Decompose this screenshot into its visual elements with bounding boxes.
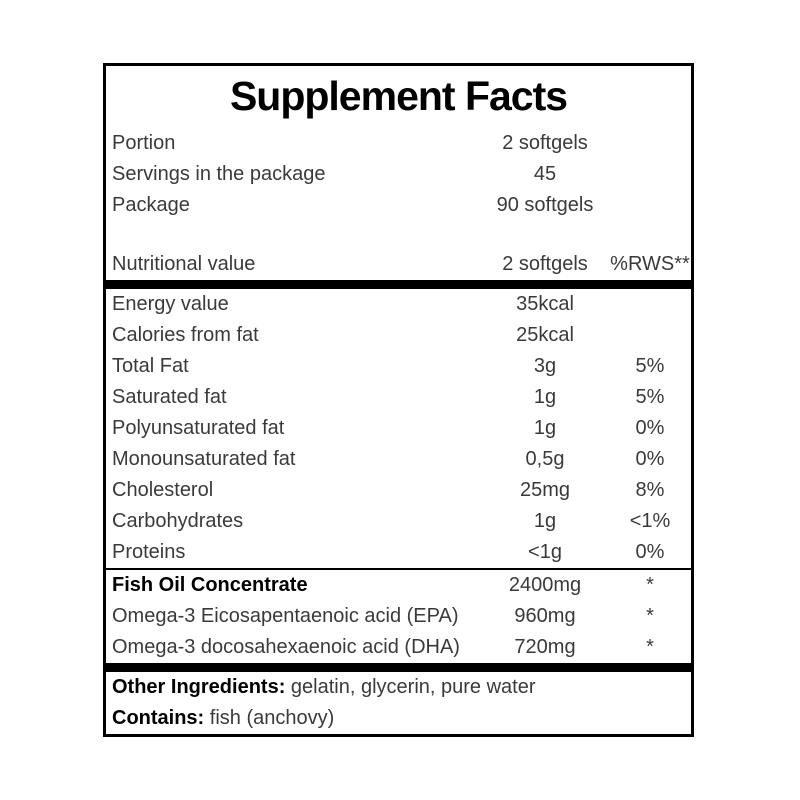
spacer-cell xyxy=(609,159,691,190)
active-amount: 960mg xyxy=(514,605,576,627)
nutrient-dv: 5% xyxy=(635,386,665,408)
active-dv: * xyxy=(646,636,654,658)
nutrient-dv xyxy=(609,320,691,351)
other-ingredients-row: Other Ingredients: gelatin, glycerin, pu… xyxy=(106,672,691,703)
active-amount: 720mg xyxy=(514,636,576,658)
panel-title: Supplement Facts xyxy=(229,73,568,119)
nutrient-dv: 8% xyxy=(635,479,665,501)
nutrient-amount: 35kcal xyxy=(516,293,574,315)
nutrient-label: Energy value xyxy=(112,293,229,315)
separator-thick-bar xyxy=(106,280,691,289)
active-dv: * xyxy=(646,605,654,627)
spacer-cell xyxy=(609,128,691,159)
nutrient-amount: <1g xyxy=(528,541,562,563)
nutrient-row: Polyunsaturated fat 1g 0% xyxy=(106,413,691,444)
nutrient-amount: 1g xyxy=(533,510,557,532)
nutrient-label: Polyunsaturated fat xyxy=(112,417,285,439)
nutrient-row: Cholesterol 25mg 8% xyxy=(106,475,691,506)
row-value: 2 softgels xyxy=(502,132,588,154)
nutrient-dv: 0% xyxy=(635,417,665,439)
nutrient-row: Energy value 35kcal xyxy=(106,289,691,320)
active-ingredient-row: Fish Oil Concentrate 2400mg * xyxy=(106,570,691,601)
nutrient-row: Monounsaturated fat 0,5g 0% xyxy=(106,444,691,475)
header-amount: 2 softgels xyxy=(502,253,588,275)
spacer-cell xyxy=(609,190,691,221)
nutrient-label: Proteins xyxy=(112,541,186,563)
nutrient-row: Carbohydrates 1g <1% xyxy=(106,506,691,537)
footer-value: gelatin, glycerin, pure water xyxy=(285,676,536,698)
title-wrap: Supplement Facts xyxy=(106,66,691,128)
nutrient-amount: 1g xyxy=(533,417,557,439)
nutrient-label: Cholesterol xyxy=(112,479,214,501)
contains-row: Contains: fish (anchovy) xyxy=(106,703,691,734)
nutrient-dv: 0% xyxy=(635,541,665,563)
nutrient-label: Monounsaturated fat xyxy=(112,448,296,470)
nutrient-label: Total Fat xyxy=(112,355,189,377)
active-amount: 2400mg xyxy=(508,574,582,596)
nutrient-label: Calories from fat xyxy=(112,324,259,346)
active-ingredient-row: Omega-3 Eicosapentaenoic acid (EPA) 960m… xyxy=(106,601,691,632)
package-info-row: Servings in the package 45 xyxy=(106,159,691,190)
header-label: Nutritional value xyxy=(112,253,256,275)
nutrient-row: Proteins <1g 0% xyxy=(106,537,691,568)
active-label: Omega-3 docosahexaenoic acid (DHA) xyxy=(112,636,460,658)
nutrient-dv: <1% xyxy=(629,510,671,532)
active-dv: * xyxy=(646,574,654,596)
nutrient-row: Calories from fat 25kcal xyxy=(106,320,691,351)
nutrient-dv: 0% xyxy=(635,448,665,470)
nutrient-amount: 3g xyxy=(533,355,557,377)
blank-spacer xyxy=(106,221,691,249)
nutrient-label: Saturated fat xyxy=(112,386,227,408)
supplement-facts-panel: Supplement Facts Portion 2 softgels Serv… xyxy=(103,63,694,737)
package-info-row: Package 90 softgels xyxy=(106,190,691,221)
nutrient-row: Total Fat 3g 5% xyxy=(106,351,691,382)
nutrient-amount: 1g xyxy=(533,386,557,408)
footer-value: fish (anchovy) xyxy=(204,707,335,729)
nutrient-amount: 25mg xyxy=(519,479,571,501)
active-ingredient-row: Omega-3 docosahexaenoic acid (DHA) 720mg… xyxy=(106,632,691,663)
package-info-row: Portion 2 softgels xyxy=(106,128,691,159)
row-value: 45 xyxy=(533,163,557,185)
footer-label: Other Ingredients: xyxy=(112,676,286,698)
footer-label: Contains: xyxy=(112,707,205,729)
row-value: 90 softgels xyxy=(496,194,594,216)
nutrient-label: Carbohydrates xyxy=(112,510,244,532)
nutrient-dv: 5% xyxy=(635,355,665,377)
row-label: Servings in the package xyxy=(112,163,326,185)
row-label: Portion xyxy=(112,132,176,154)
active-label: Omega-3 Eicosapentaenoic acid (EPA) xyxy=(112,605,459,627)
active-label: Fish Oil Concentrate xyxy=(112,574,308,596)
table-header-row: Nutritional value 2 softgels %RWS** xyxy=(106,249,691,280)
nutrient-amount: 25kcal xyxy=(516,324,574,346)
separator-thin-line xyxy=(106,568,691,570)
nutrient-dv xyxy=(609,289,691,320)
nutrient-amount: 0,5g xyxy=(525,448,565,470)
separator-thick-bar xyxy=(106,663,691,672)
row-label: Package xyxy=(112,194,190,216)
header-dv: %RWS** xyxy=(610,253,690,275)
nutrient-row: Saturated fat 1g 5% xyxy=(106,382,691,413)
